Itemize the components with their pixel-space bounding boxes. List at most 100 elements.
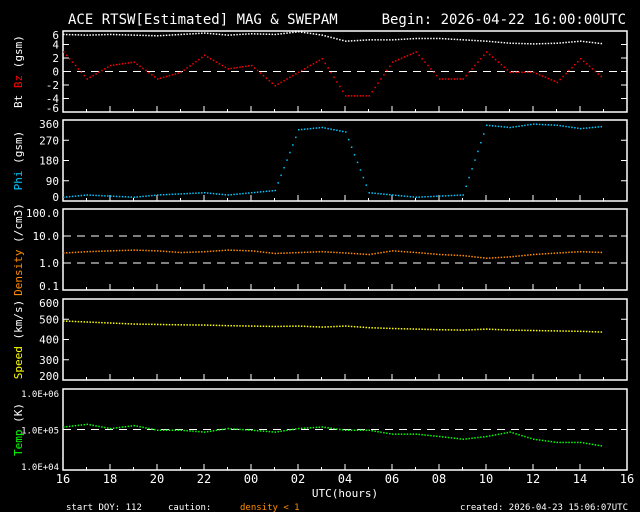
density-point	[136, 249, 138, 251]
bz-point	[215, 61, 218, 63]
y-axis-label: Bt Bz (gsm)	[12, 35, 25, 108]
speed-point	[177, 324, 180, 326]
density-point	[277, 252, 279, 255]
bz-point	[321, 58, 323, 60]
density-point	[107, 250, 109, 252]
bt-point	[521, 42, 523, 45]
bz-point	[494, 58, 497, 61]
density-point	[439, 253, 441, 256]
speed-point	[582, 330, 585, 333]
bz-point	[559, 78, 561, 81]
speed-point	[98, 321, 100, 324]
bt-point	[110, 33, 112, 36]
temp-point	[403, 433, 406, 435]
bz-point	[154, 76, 156, 78]
phi-point	[303, 128, 306, 130]
speed-point	[486, 328, 488, 330]
density-point	[477, 256, 479, 259]
bt-point	[353, 39, 356, 42]
density-point	[333, 251, 335, 254]
speed-point	[574, 330, 576, 332]
speed-point	[427, 328, 429, 331]
bt-point	[541, 42, 544, 45]
temp-point	[292, 428, 294, 431]
bz-point	[447, 78, 450, 80]
bz-point	[380, 78, 382, 80]
density-point	[497, 256, 500, 259]
bt-point	[221, 33, 224, 36]
phi-point	[462, 194, 464, 196]
bz-point	[415, 51, 417, 53]
bt-point	[471, 39, 473, 42]
bt-point	[389, 39, 391, 41]
phi-point	[430, 195, 432, 198]
density-point	[427, 252, 429, 255]
density-point	[271, 252, 274, 254]
speed-point	[80, 321, 83, 323]
bt-point	[236, 33, 238, 36]
phi-point	[95, 194, 97, 197]
panel-3: 600 500 400 300 200 Speed (km/s)	[12, 297, 628, 383]
temp-point	[274, 431, 276, 433]
bt-point	[588, 41, 591, 43]
bz-point	[333, 76, 335, 79]
bz-point	[530, 71, 532, 73]
speed-point	[491, 328, 494, 331]
bz-point	[256, 69, 259, 72]
speed-point	[342, 325, 344, 327]
temp-point	[462, 438, 464, 440]
bz-point	[441, 78, 444, 80]
speed-point	[488, 328, 491, 330]
temp-point	[315, 426, 318, 429]
phi-point	[142, 195, 144, 198]
bz-point	[486, 51, 488, 53]
bz-point	[553, 80, 556, 82]
phi-point	[110, 195, 112, 197]
density-point	[168, 250, 171, 253]
temp-point	[330, 427, 332, 429]
bz-point	[165, 75, 168, 78]
temp-point	[168, 429, 171, 431]
density-point	[265, 251, 268, 254]
bt-point	[477, 39, 479, 42]
speed-point	[312, 325, 315, 328]
density-point	[289, 252, 291, 254]
phi-point	[318, 127, 321, 129]
phi-point	[174, 193, 177, 195]
speed-point	[530, 329, 532, 332]
bz-point	[577, 60, 579, 63]
density-point	[541, 253, 544, 255]
speed-point	[268, 325, 271, 328]
panel-1: 360 270 180 90 0 Phi (gsm)	[12, 118, 628, 204]
speed-point	[277, 325, 279, 328]
density-point	[415, 251, 417, 254]
speed-point	[356, 326, 359, 328]
bt-point	[562, 41, 564, 44]
phi-point	[204, 192, 206, 194]
speed-point	[251, 325, 253, 327]
bt-point	[580, 40, 582, 42]
bz-point	[224, 66, 227, 68]
speed-point	[568, 330, 570, 332]
x-tick-label: 12	[526, 472, 540, 486]
bt-point	[206, 32, 209, 35]
temp-point	[133, 424, 135, 427]
density-point	[295, 251, 297, 254]
bt-point	[136, 34, 138, 36]
phi-point	[321, 126, 323, 129]
bz-point	[374, 86, 376, 89]
density-point	[95, 250, 97, 253]
density-point	[394, 250, 397, 252]
temp-point	[389, 432, 391, 435]
phi-point	[333, 129, 335, 131]
chart-title: ACE RTSW[Estimated] MAG & SWEPAM	[68, 12, 338, 28]
bt-point	[145, 34, 147, 37]
temp-point	[365, 429, 368, 431]
phi-point	[383, 193, 385, 195]
temp-point	[83, 423, 86, 426]
density-point	[409, 251, 412, 253]
bt-point	[518, 42, 520, 45]
phi-point	[145, 195, 147, 197]
bz-point	[444, 78, 447, 80]
speed-point	[386, 327, 388, 330]
